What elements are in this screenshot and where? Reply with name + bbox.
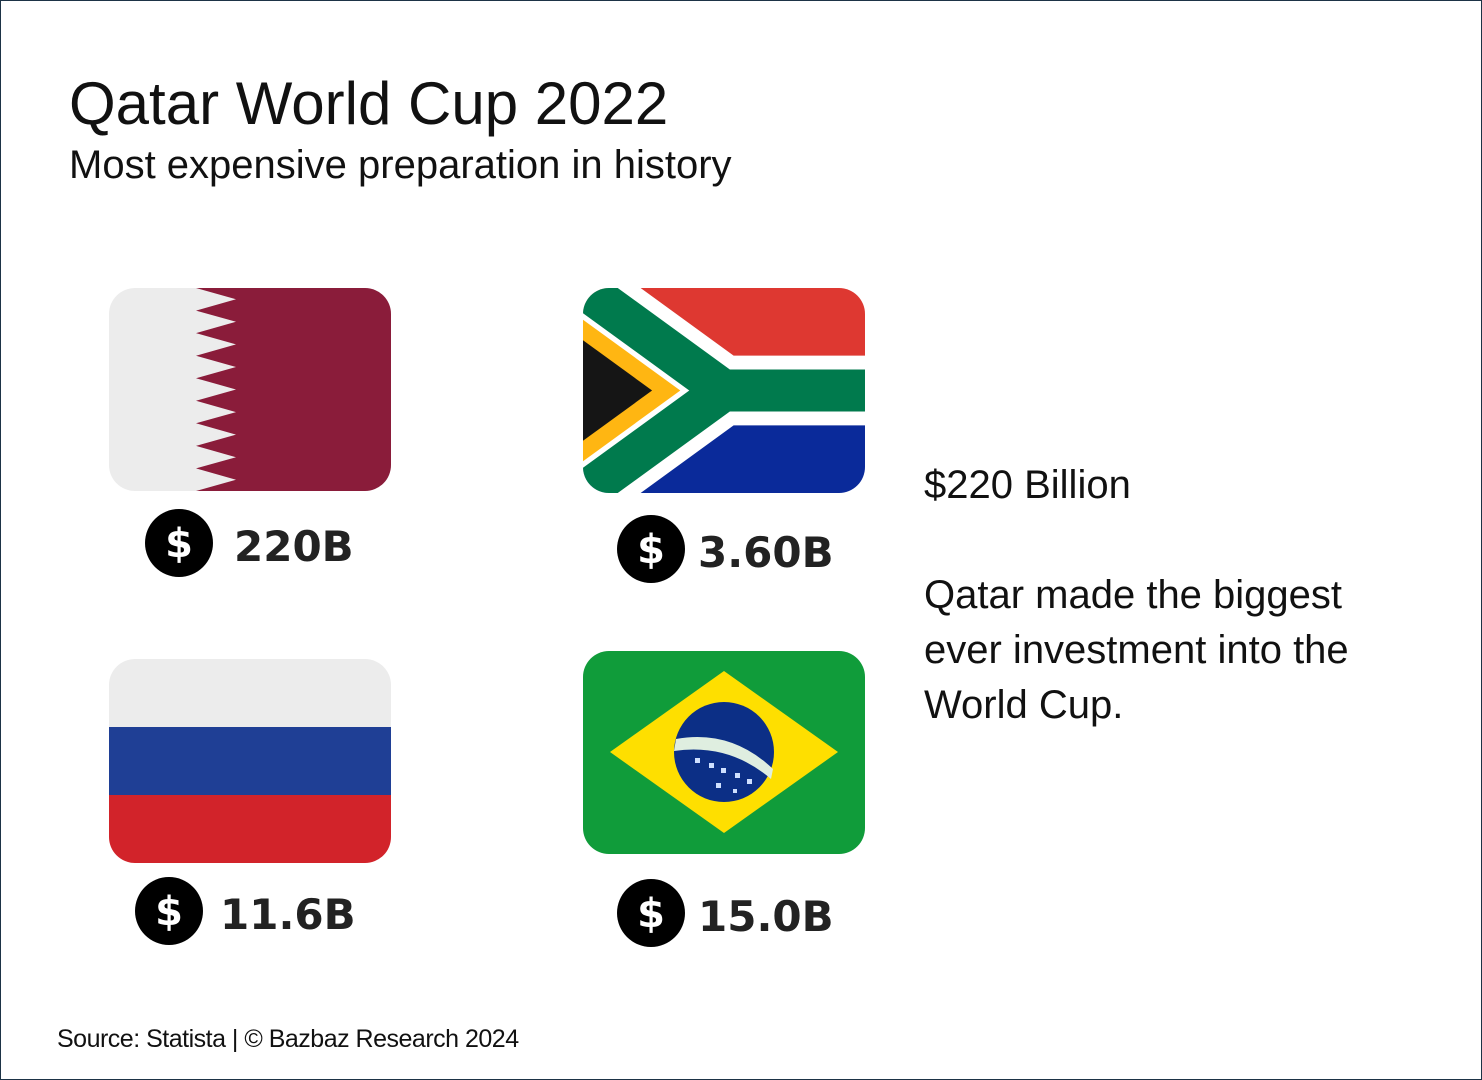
dollar-icon [617,515,685,583]
dollar-sign: $ [637,527,665,573]
flag-qatar [109,288,391,491]
highlight: $220 Billion [924,463,1131,507]
amount: 15.0B [698,892,834,941]
dollar-sign: $ [637,891,665,937]
amount: 220B [234,522,354,571]
amount: 3.60B [698,528,834,577]
flags: $ 220B $ 3.60B $ 11.6B $ 15.0B [109,288,865,947]
dollar-icon [617,879,685,947]
subtitle: Most expensive preparation in history [69,143,732,187]
dollar-icon [135,877,203,945]
description-line: ever investment into the [924,628,1349,672]
description-line: Qatar made the biggest [924,573,1343,617]
amount-qatar: $ 220B [145,509,354,577]
description-line: World Cup. [924,683,1124,727]
title: Qatar World Cup 2022 [69,70,669,137]
amount-russia: $ 11.6B [135,877,356,945]
dollar-sign: $ [165,521,193,567]
source: Source: Statista | © Bazbaz Research 202… [57,1025,519,1053]
flag-south-africa [583,288,865,493]
amount-brazil: $ 15.0B [617,879,834,947]
dollar-icon [145,509,213,577]
flag-brazil [583,651,865,854]
flag-russia [109,659,391,863]
amount: 11.6B [220,890,356,939]
amount-south-africa: $ 3.60B [617,515,834,583]
dollar-sign: $ [155,889,183,935]
